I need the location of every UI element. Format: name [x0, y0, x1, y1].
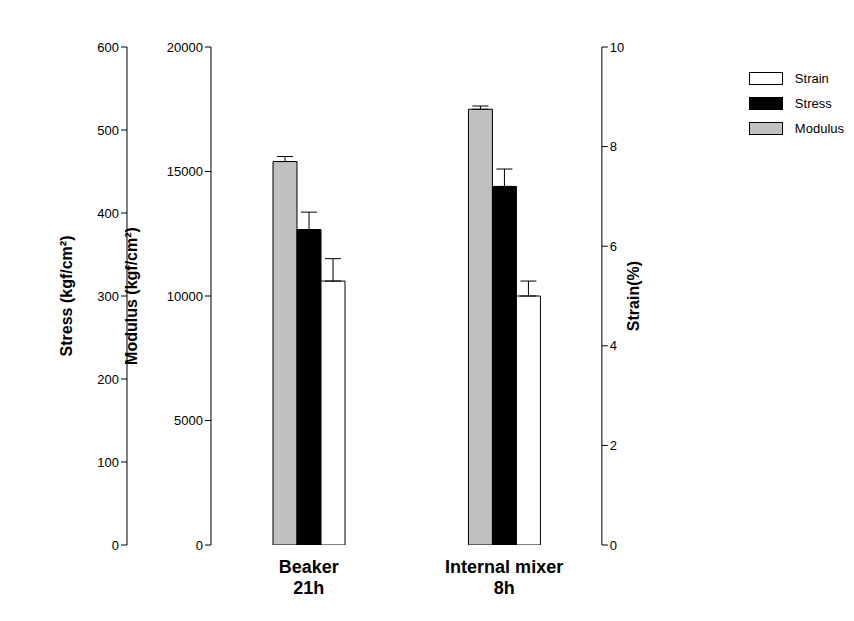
svg-text:4: 4 — [610, 338, 617, 353]
svg-text:20000: 20000 — [167, 40, 203, 55]
svg-text:100: 100 — [97, 455, 119, 470]
svg-text:Modulus (kgf/cm²): Modulus (kgf/cm²) — [123, 227, 140, 365]
svg-text:600: 600 — [97, 40, 119, 55]
html-text:Strain: Strain — [794, 71, 829, 86]
svg-text:200: 200 — [97, 372, 119, 387]
html-text:Modulus: Modulus — [794, 121, 844, 136]
svg-text:2: 2 — [610, 438, 617, 453]
html-text:Stress: Stress — [794, 96, 832, 111]
svg-text:500: 500 — [97, 123, 119, 138]
svg-text:6: 6 — [610, 239, 617, 254]
svg-text:Strain(%): Strain(%) — [625, 261, 642, 331]
svg-text:15000: 15000 — [167, 164, 203, 179]
svg-text:Beaker21h: Beaker21h — [279, 557, 339, 598]
svg-text:Stress (kgf/cm²): Stress (kgf/cm²) — [58, 236, 75, 357]
svg-text:0: 0 — [112, 538, 119, 553]
svg-text:Internal mixer8h: Internal mixer8h — [445, 557, 563, 598]
svg-text:300: 300 — [97, 289, 119, 304]
svg-text:400: 400 — [97, 206, 119, 221]
svg-text:5000: 5000 — [174, 413, 203, 428]
svg-text:8: 8 — [610, 139, 617, 154]
svg-text:10: 10 — [610, 40, 624, 55]
svg-text:0: 0 — [196, 538, 203, 553]
svg-text:0: 0 — [610, 538, 617, 553]
svg-text:10000: 10000 — [167, 289, 203, 304]
